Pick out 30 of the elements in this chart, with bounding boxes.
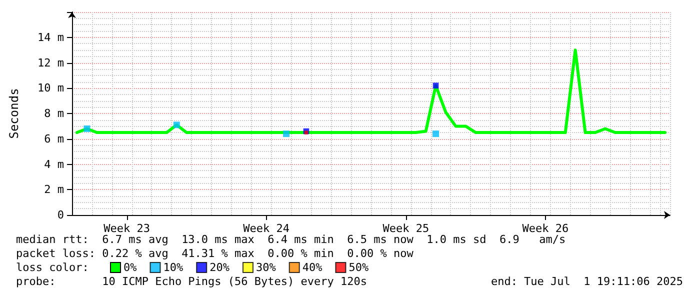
point — [432, 82, 439, 88]
legend-label: 40% — [302, 261, 323, 274]
y-tick-label: 12 m — [38, 56, 64, 70]
legend-label: 10% — [163, 261, 184, 274]
text: probe: 10 ICMP Echo Pings (56 Bytes) every 120s — [16, 275, 367, 288]
y-tick-label: 14 m — [38, 30, 64, 44]
x-tick-label: Week 25 — [382, 222, 430, 235]
point — [304, 130, 308, 134]
legend-label: 20% — [210, 261, 230, 274]
text: median rtt: 6.7 ms avg 13.0 ms max 6.4 ms min 6.5 ms now 1.0 ms sd 6.9 am/s — [16, 233, 566, 246]
point — [84, 125, 90, 132]
point — [283, 130, 290, 138]
x-tick-label: Week 24 — [243, 222, 290, 235]
y-tick-label: 4 m — [44, 158, 64, 171]
legend-label: 50% — [348, 261, 369, 274]
legend-title: loss color: — [16, 261, 89, 274]
x-tick-label: Week 26 — [522, 222, 569, 235]
y-tick-label: 8 m — [44, 107, 64, 120]
text: packet loss: 0.22 % avg 41.31 % max 0.00 % min 0.00 % now — [16, 247, 414, 260]
y-axis-title: Seconds — [7, 88, 21, 139]
x-tick-label: Week 23 — [104, 222, 150, 235]
text: end: Tue Jul 1 19:11:06 2025 — [490, 275, 684, 288]
y-tick-label: 0 — [57, 208, 64, 222]
point — [432, 130, 440, 138]
legend-label: 0% — [124, 261, 138, 274]
point — [173, 122, 180, 128]
y-tick-label: 10 m — [38, 82, 64, 95]
y-tick-label: 2 m — [44, 183, 64, 196]
legend-label: 30% — [256, 261, 276, 274]
y-tick-label: 6 m — [44, 132, 64, 146]
